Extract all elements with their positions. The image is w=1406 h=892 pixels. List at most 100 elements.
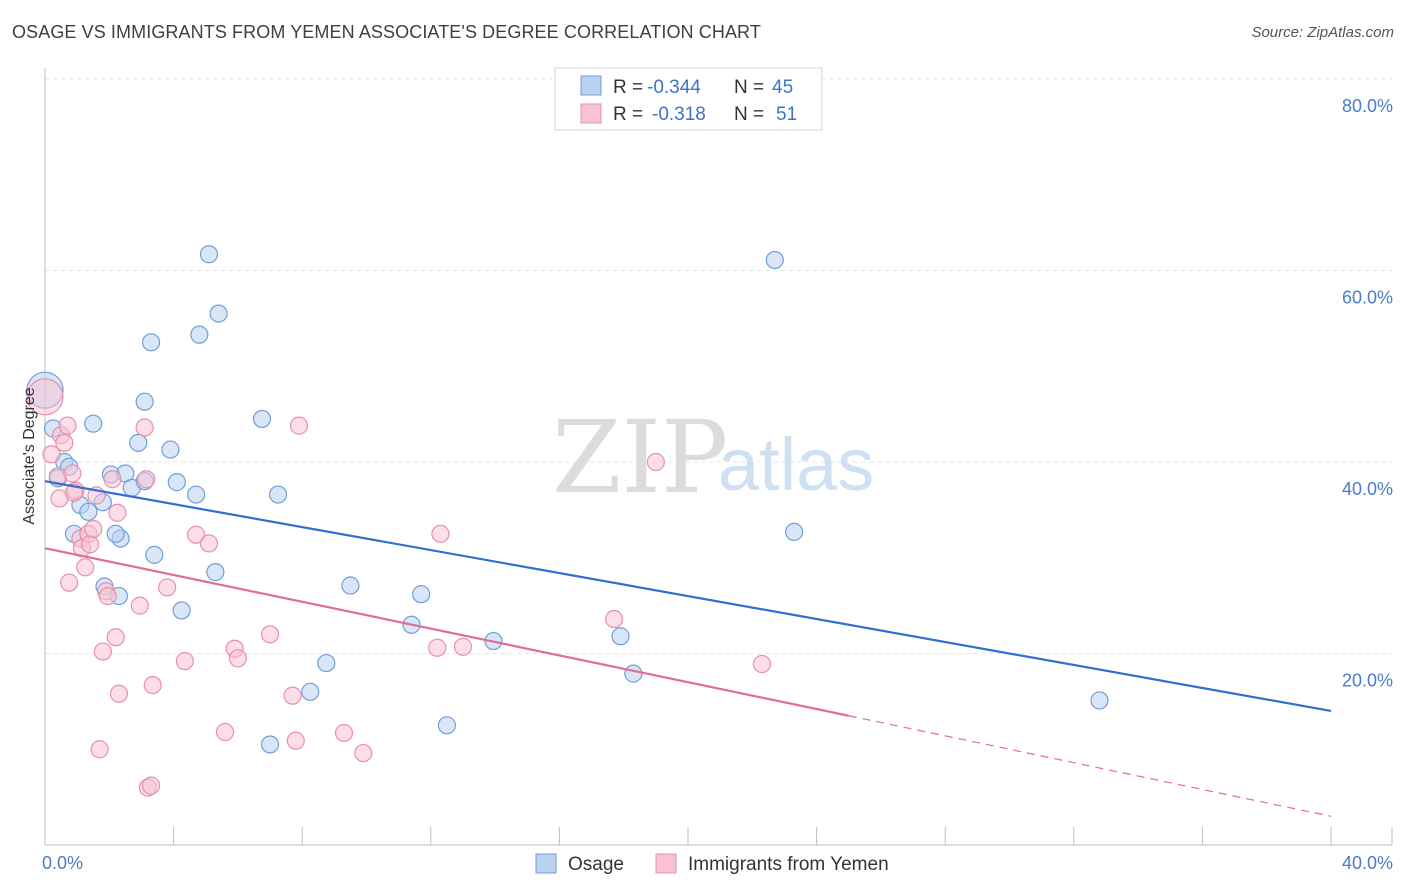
yemen-data-point xyxy=(60,573,79,592)
legend-box: R = -0.344 N = 45 R = -0.318 N = 51 xyxy=(554,67,823,131)
legend-r-value-yemen: -0.318 xyxy=(652,104,706,125)
osage-data-point xyxy=(209,304,228,323)
bottom-legend-swatch-osage xyxy=(535,853,557,874)
osage-data-point xyxy=(765,250,784,270)
watermark-atlas: atlas xyxy=(718,423,874,506)
yemen-data-point xyxy=(58,416,77,435)
yemen-data-point xyxy=(137,470,156,489)
yemen-data-point xyxy=(90,740,109,759)
legend-r-value-osage: -0.344 xyxy=(647,77,701,98)
yemen-data-point xyxy=(108,503,127,522)
watermark: ZIP atlas xyxy=(552,399,874,516)
chart-title: OSAGE VS IMMIGRANTS FROM YEMEN ASSOCIATE… xyxy=(12,22,761,42)
watermark-zip: ZIP xyxy=(552,399,728,516)
osage-trend-line xyxy=(44,480,1332,713)
osage-data-point xyxy=(161,440,180,459)
source-credit: Source: ZipAtlas.com xyxy=(1251,24,1394,41)
grid-layer xyxy=(45,78,1392,654)
axis-layer: 20.0% 40.0% 60.0% 80.0% 0.0% 40.0% xyxy=(42,68,1393,873)
osage-data-point xyxy=(84,414,103,433)
yemen-data-point xyxy=(428,638,447,657)
osage-data-point xyxy=(1090,691,1109,710)
yemen-data-point xyxy=(286,731,305,750)
yemen-data-point xyxy=(158,578,177,597)
osage-data-point xyxy=(268,485,288,504)
bottom-legend-label-yemen: Immigrants from Yemen xyxy=(688,854,889,875)
legend-r-label-yemen: R = xyxy=(613,104,643,125)
yemen-data-point xyxy=(260,625,280,644)
osage-data-point xyxy=(341,576,360,595)
yemen-data-point xyxy=(106,628,125,647)
osage-data-point xyxy=(317,653,336,673)
yemen-data-point xyxy=(63,464,82,483)
osage-data-point xyxy=(252,409,272,429)
yemen-trend-extension xyxy=(848,715,1332,817)
yemen-data-point xyxy=(55,433,74,452)
legend-n-label-yemen: N = xyxy=(734,104,764,125)
yemen-data-point xyxy=(103,470,122,489)
osage-data-point xyxy=(187,485,206,504)
osage-data-point xyxy=(79,502,98,521)
yemen-data-point xyxy=(752,654,772,674)
osage-data-point xyxy=(260,735,280,754)
yemen-data-point xyxy=(109,684,129,703)
yemen-data-point xyxy=(431,524,450,543)
osage-data-point xyxy=(412,585,431,604)
osage-data-point xyxy=(206,563,225,582)
yemen-trend-line xyxy=(44,547,849,717)
osage-data-point xyxy=(135,392,154,411)
legend-n-value-osage: 45 xyxy=(772,77,793,98)
x-tick-label-max: 40.0% xyxy=(1342,853,1393,873)
yemen-data-point xyxy=(289,416,309,435)
yemen-data-point xyxy=(199,534,219,553)
yemen-data-point xyxy=(26,378,64,416)
yemen-data-point xyxy=(141,776,161,795)
yemen-data-point xyxy=(84,519,103,539)
yemen-data-point xyxy=(80,535,100,554)
yemen-data-point xyxy=(187,525,206,544)
x-tick-label-min: 0.0% xyxy=(42,853,83,873)
legend-swatch-yemen xyxy=(580,103,602,124)
yemen-data-point xyxy=(130,596,149,615)
osage-data-point xyxy=(624,664,643,683)
bottom-legend-label-osage: Osage xyxy=(568,854,624,875)
yemen-data-point xyxy=(604,609,624,629)
y-tick-label: 80.0% xyxy=(1342,96,1393,116)
legend-n-label-osage: N = xyxy=(734,77,764,98)
yemen-data-point xyxy=(646,452,665,472)
osage-data-point xyxy=(611,627,630,646)
osage-data-point xyxy=(784,522,804,541)
yemen-data-point xyxy=(93,642,112,661)
osage-data-point xyxy=(172,601,191,620)
yemen-data-point xyxy=(42,445,61,464)
y-tick-label: 60.0% xyxy=(1342,288,1393,308)
yemen-data-point xyxy=(283,686,302,705)
osage-data-point xyxy=(129,433,148,452)
y-tick-label: 20.0% xyxy=(1342,671,1393,691)
legend-r-label-osage: R = xyxy=(613,77,643,98)
osage-data-point xyxy=(437,716,456,735)
osage-data-point xyxy=(141,333,161,352)
legend-swatch-osage xyxy=(580,75,602,96)
y-axis-label: Associate's Degree xyxy=(21,387,38,524)
yemen-data-point xyxy=(64,483,84,502)
yemen-data-point xyxy=(215,722,235,742)
legend-n-value-yemen: 51 xyxy=(776,104,797,125)
yemen-data-point xyxy=(98,586,117,606)
y-tick-label: 40.0% xyxy=(1342,479,1393,499)
points-layer xyxy=(26,245,1109,797)
yemen-data-point xyxy=(334,723,354,743)
yemen-data-point xyxy=(143,675,162,695)
osage-data-point xyxy=(106,524,125,543)
bottom-legend-swatch-yemen xyxy=(655,853,677,874)
yemen-data-point xyxy=(175,652,194,671)
osage-data-point xyxy=(301,682,320,701)
bottom-legend: Osage Immigrants from Yemen xyxy=(535,853,889,875)
osage-data-point xyxy=(199,245,219,264)
yemen-data-point xyxy=(135,418,154,437)
yemen-data-point xyxy=(228,649,247,668)
osage-data-point xyxy=(190,325,209,344)
yemen-data-point xyxy=(76,558,95,577)
trend-layer xyxy=(44,480,1332,817)
